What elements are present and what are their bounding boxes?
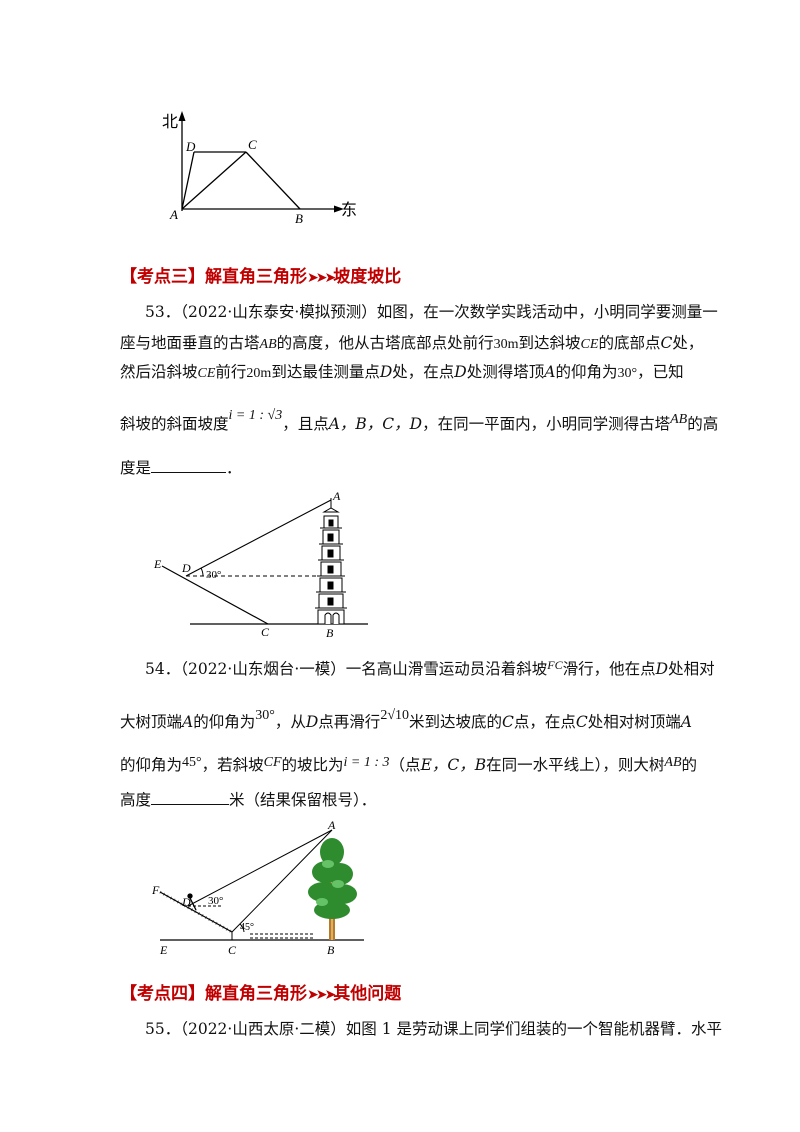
q54-line-3: 的仰角为45°，若斜坡CF的坡比为i = 1 : 3（点E，C，B在同一水平线上…: [120, 755, 698, 774]
figure-pagoda: A E D 30° C B: [153, 489, 368, 638]
fig1-point-c: C: [248, 137, 257, 152]
q53-line-1: 53．（2022·山东泰安·模拟预测）如图，在一次数学实践活动中，小明同学要测量…: [145, 303, 718, 321]
answer-blank[interactable]: [151, 472, 227, 473]
q54-line-2: 大树顶端A的仰角为30°，从D点再滑行2√10米到达坡底的C点，在点C处相对树顶…: [120, 708, 692, 731]
fig1-point-d: D: [185, 139, 196, 154]
fig1-north-label: 北: [162, 113, 178, 131]
section-heading-3: 【考点三】解直角三角形➤➤➤坡度坡比: [120, 262, 401, 287]
svg-text:B: B: [327, 943, 335, 957]
answer-blank[interactable]: [151, 804, 230, 805]
svg-text:C: C: [261, 625, 270, 638]
triple-arrow-icon: ➤➤➤: [307, 987, 336, 1003]
figure-ski-slope: A F D 30° 45° E C B: [151, 818, 364, 957]
svg-text:30°: 30°: [206, 569, 221, 581]
pagoda-icon: [315, 498, 347, 625]
section-4-topic: 其他问题: [333, 984, 402, 1004]
svg-text:45°: 45°: [240, 922, 254, 933]
section-heading-4: 【考点四】解直角三角形➤➤➤其他问题: [120, 979, 401, 1004]
figure-compass: 北 东 D C A B: [162, 111, 357, 226]
svg-text:A: A: [332, 489, 341, 503]
svg-text:C: C: [228, 943, 237, 957]
skier-icon: [187, 893, 197, 911]
triple-arrow-icon: ➤➤➤: [307, 270, 336, 286]
fig1-point-a: A: [169, 207, 178, 222]
svg-text:F: F: [151, 883, 160, 897]
svg-text:A: A: [327, 818, 336, 832]
section-4-bracket: 【考点四】解直角三角形: [120, 984, 307, 1004]
svg-text:D: D: [181, 895, 191, 909]
q53-line-5: 度是．: [120, 459, 242, 477]
section-3-bracket: 【考点三】解直角三角形: [120, 267, 307, 287]
svg-text:E: E: [159, 943, 168, 957]
q54-line-1: 54．（2022·山东烟台·一模）一名高山滑雪运动员沿着斜坡FC滑行，他在点D处…: [145, 658, 715, 678]
q53-line-3: 然后沿斜坡CE前行20m到达最佳测量点D处，在点D处测得塔顶A的仰角为30°，已…: [120, 363, 684, 381]
fig1-east-label: 东: [341, 201, 357, 219]
section-3-topic: 坡度坡比: [333, 267, 402, 287]
tree-icon: [308, 838, 357, 940]
q53-line-2: 座与地面垂直的古塔AB的高度，他从古塔底部点处前行30m到达斜坡CE的底部点C处…: [120, 334, 704, 352]
q54-line-4: 高度 米（结果保留根号）．: [120, 791, 377, 809]
fig1-point-b: B: [295, 211, 303, 226]
svg-text:E: E: [153, 557, 162, 571]
q53-line-4: 斜坡的斜面坡度i = 1 : √3，且点A，B，C，D，在同一平面内，小明同学测…: [120, 408, 719, 433]
svg-text:30°: 30°: [208, 895, 223, 907]
svg-text:B: B: [326, 626, 334, 638]
q55-line-1: 55．（2022·山西太原·二模）如图 1 是劳动课上同学们组装的一个智能机器臂…: [145, 1020, 722, 1038]
svg-text:D: D: [181, 561, 191, 575]
